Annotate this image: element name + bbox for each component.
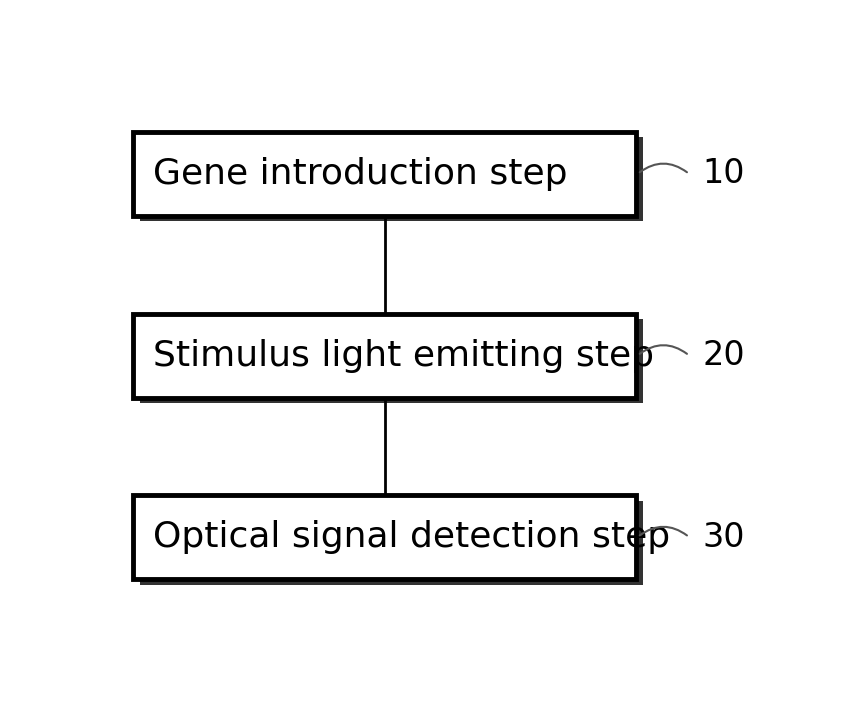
FancyBboxPatch shape (140, 501, 642, 584)
Text: 30: 30 (702, 521, 744, 553)
FancyBboxPatch shape (140, 137, 642, 221)
Text: 20: 20 (702, 339, 744, 372)
FancyBboxPatch shape (133, 313, 635, 398)
Text: Optical signal detection step: Optical signal detection step (153, 520, 670, 554)
Text: 10: 10 (702, 158, 744, 190)
FancyBboxPatch shape (133, 132, 635, 216)
FancyBboxPatch shape (140, 319, 642, 403)
Text: Gene introduction step: Gene introduction step (153, 157, 567, 191)
FancyBboxPatch shape (133, 495, 635, 579)
Text: Stimulus light emitting step: Stimulus light emitting step (153, 339, 653, 372)
